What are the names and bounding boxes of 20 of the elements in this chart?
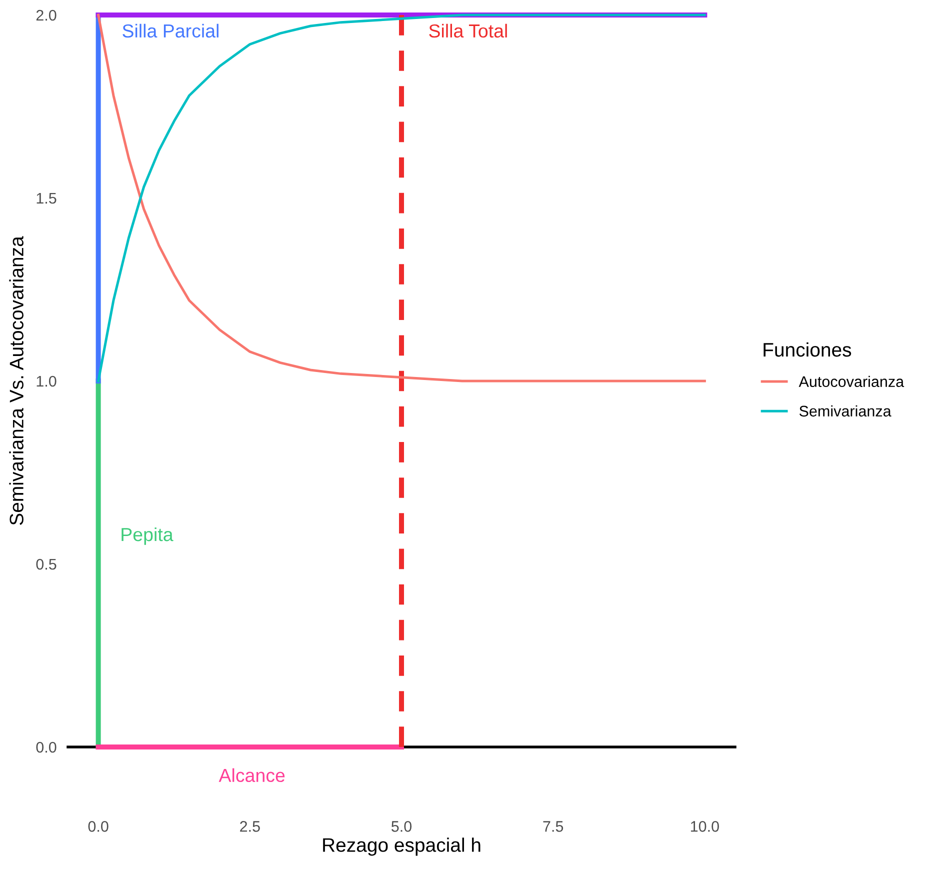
x-tick-label: 5.0 (391, 821, 412, 832)
legend-label: Autocovarianza (798, 376, 904, 388)
x-axis-title: Rezago espacial h (323, 838, 480, 856)
text: Alcance (218, 768, 285, 782)
y-tick-label: 0.5 (36, 558, 56, 570)
annotation: Silla Total (429, 24, 507, 38)
y-tick-label: 0.0 (36, 742, 56, 753)
y-axis-title: Semivarianza Vs. Autocovarianza (9, 236, 24, 525)
y-tick-label: 1.0 (36, 376, 56, 387)
y-tick-label: 1.5 (36, 193, 56, 204)
x-tick-label: 10.0 (690, 821, 719, 832)
x-tick-label: 2.5 (240, 821, 260, 832)
annotation: Silla Parcial (122, 24, 218, 38)
legend-label: Semivarianza (799, 405, 892, 417)
annotation: Pepita (122, 527, 174, 545)
y-tick-label: 2.0 (36, 10, 56, 21)
legend-title: Funciones (764, 342, 852, 357)
x-tick-label: 0.0 (88, 821, 108, 832)
x-tick-label: 7.5 (543, 821, 564, 832)
line-series (97, 14, 706, 382)
